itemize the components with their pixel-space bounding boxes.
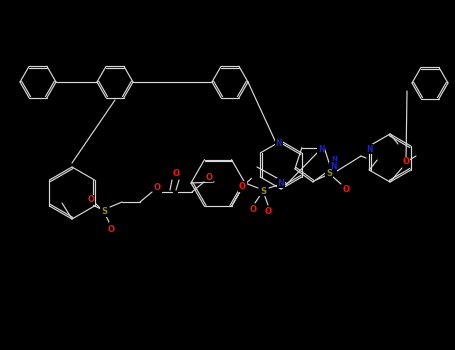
Text: O: O: [107, 224, 115, 233]
Text: O: O: [249, 205, 257, 215]
Text: N: N: [318, 145, 324, 154]
Text: O: O: [87, 196, 95, 204]
Text: N: N: [331, 156, 337, 162]
Text: O: O: [264, 208, 272, 217]
Text: O: O: [403, 158, 410, 167]
Text: O: O: [239, 182, 246, 191]
Text: O: O: [343, 184, 349, 194]
Text: N: N: [330, 162, 336, 172]
Text: N: N: [278, 178, 284, 188]
Text: S: S: [260, 187, 266, 196]
Text: O: O: [153, 182, 161, 191]
Text: N: N: [366, 145, 373, 154]
Text: S: S: [101, 208, 107, 217]
Text: O: O: [206, 173, 212, 182]
Text: N: N: [276, 139, 282, 147]
Text: O: O: [172, 168, 180, 177]
Text: S: S: [326, 169, 332, 178]
